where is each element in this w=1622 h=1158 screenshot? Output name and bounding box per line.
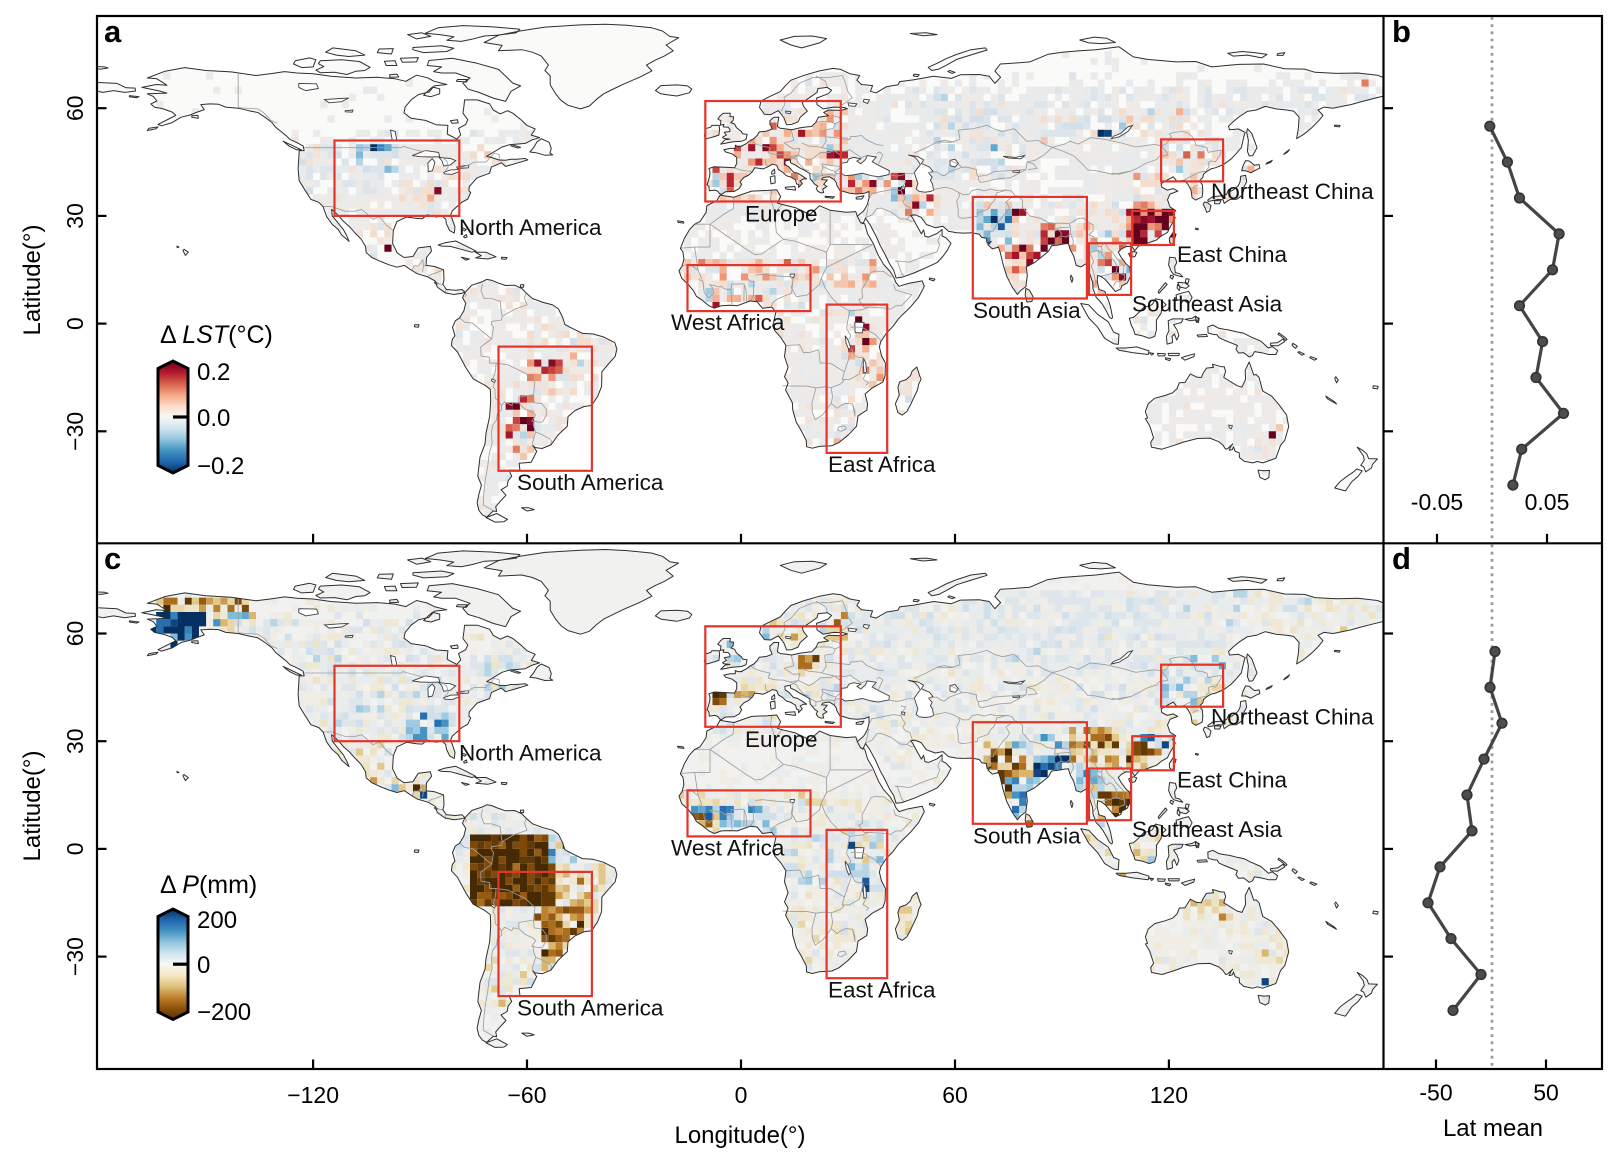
svg-text:Northeast China: Northeast China: [1211, 179, 1374, 204]
svg-text:Southeast Asia: Southeast Asia: [1132, 817, 1283, 842]
svg-text:0.2: 0.2: [197, 359, 230, 386]
svg-text:−0.2: −0.2: [197, 453, 244, 480]
svg-text:60: 60: [942, 1082, 968, 1108]
svg-text:0: 0: [197, 952, 210, 979]
svg-text:c: c: [104, 541, 121, 576]
svg-text:a: a: [104, 14, 122, 49]
svg-text:East China: East China: [1177, 242, 1288, 267]
svg-text:−120: −120: [287, 1082, 339, 1108]
svg-text:-0.05: -0.05: [1411, 489, 1463, 515]
svg-text:Latitude(°): Latitude(°): [19, 751, 46, 862]
svg-text:50: 50: [1533, 1080, 1559, 1106]
svg-text:Europe: Europe: [745, 202, 818, 227]
svg-text:South Asia: South Asia: [973, 823, 1081, 848]
svg-text:60: 60: [62, 95, 88, 121]
svg-text:Lat mean: Lat mean: [1443, 1115, 1543, 1142]
svg-text:30: 30: [62, 728, 88, 754]
svg-text:East Africa: East Africa: [828, 452, 936, 477]
svg-text:Europe: Europe: [745, 727, 818, 752]
svg-text:Δ LST(°C): Δ LST(°C): [160, 321, 273, 349]
svg-text:d: d: [1392, 541, 1411, 576]
svg-text:0.0: 0.0: [197, 405, 230, 432]
svg-text:East China: East China: [1177, 767, 1288, 792]
svg-text:North America: North America: [459, 215, 602, 240]
svg-text:Southeast Asia: Southeast Asia: [1132, 292, 1283, 317]
svg-text:b: b: [1392, 14, 1411, 49]
svg-text:Latitude(°): Latitude(°): [19, 225, 46, 336]
svg-text:North America: North America: [459, 740, 602, 765]
svg-text:−30: −30: [62, 412, 88, 451]
svg-text:West Africa: West Africa: [671, 310, 785, 335]
svg-text:200: 200: [197, 907, 237, 934]
svg-text:Δ P(mm): Δ P(mm): [160, 871, 257, 899]
svg-text:0: 0: [62, 317, 88, 330]
svg-text:−30: −30: [62, 937, 88, 976]
svg-text:West Africa: West Africa: [671, 835, 785, 860]
svg-text:Northeast China: Northeast China: [1211, 704, 1374, 729]
svg-text:−60: −60: [507, 1082, 546, 1108]
svg-text:30: 30: [62, 203, 88, 229]
svg-text:East Africa: East Africa: [828, 977, 936, 1002]
svg-text:0: 0: [62, 843, 88, 856]
svg-text:60: 60: [62, 621, 88, 647]
svg-text:South America: South America: [517, 470, 664, 495]
svg-text:0.05: 0.05: [1525, 489, 1570, 515]
svg-text:120: 120: [1150, 1082, 1188, 1108]
svg-text:−200: −200: [197, 999, 251, 1026]
svg-text:Longitude(°): Longitude(°): [674, 1122, 805, 1149]
svg-text:0: 0: [735, 1082, 748, 1108]
svg-text:South America: South America: [517, 995, 664, 1020]
svg-text:-50: -50: [1419, 1080, 1452, 1106]
svg-text:South Asia: South Asia: [973, 298, 1081, 323]
